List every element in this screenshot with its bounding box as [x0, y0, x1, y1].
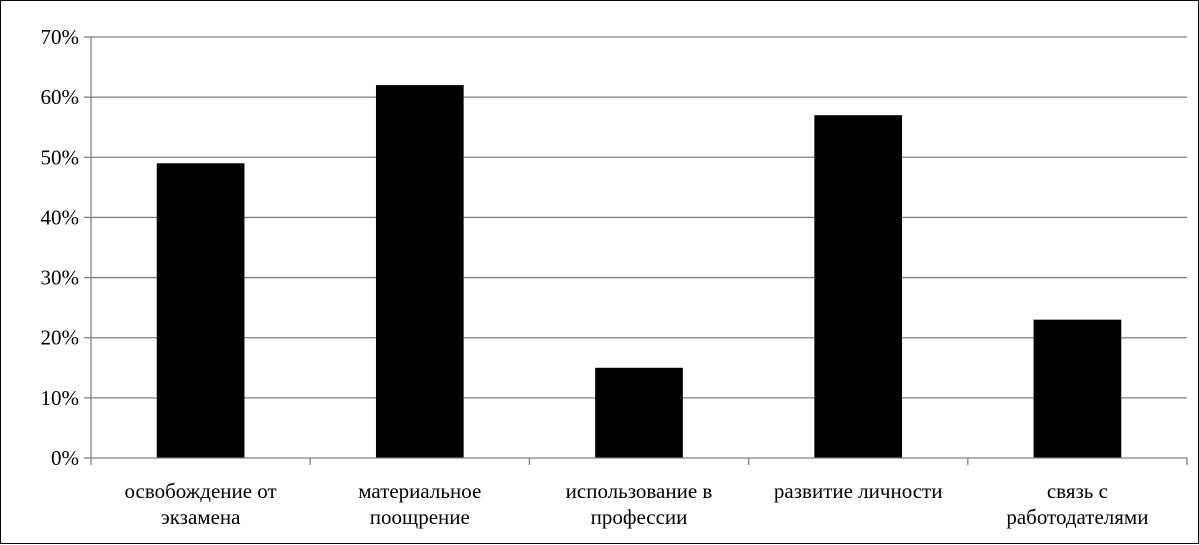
x-category-label: материальное поощрение [358, 479, 481, 529]
x-category-label-line: материальное [358, 479, 481, 503]
x-category-label-line: профессии [591, 505, 688, 529]
y-tick-label: 70% [41, 25, 80, 49]
x-category-label-line: экзамена [161, 505, 241, 529]
x-category-label: использование в профессии [566, 479, 713, 529]
bar [595, 367, 683, 458]
bar [375, 85, 464, 458]
labels: 0% 10% 20% 30% 40% 50% 60% 70% освобождение от эк… [41, 25, 1149, 529]
x-category-label-line: связь с [1047, 479, 1108, 503]
x-category-label-line: поощрение [370, 505, 470, 529]
x-category-label: связь с работодателями [1006, 479, 1148, 529]
y-tick-label: 50% [41, 145, 80, 169]
y-tick-label: 30% [41, 266, 80, 290]
axes [84, 36, 1188, 465]
y-tick-label: 40% [41, 205, 80, 229]
x-category-label-line: развитие личности [774, 479, 943, 503]
gridlines [91, 36, 1187, 399]
y-tick-label: 0% [51, 446, 79, 470]
bar [814, 115, 903, 458]
y-tick-label: 60% [41, 85, 80, 109]
bar [156, 163, 245, 459]
bars [156, 85, 1122, 459]
x-category-label: развитие личности [774, 479, 943, 503]
y-tick-label: 20% [41, 326, 80, 350]
x-category-label: освобождение от экзамена [124, 479, 276, 529]
x-category-label-line: работодателями [1006, 505, 1148, 529]
x-category-label-line: освобождение от [124, 479, 276, 503]
y-tick-label: 10% [41, 386, 80, 410]
bar [1033, 319, 1122, 458]
x-category-label-line: использование в [566, 479, 713, 503]
